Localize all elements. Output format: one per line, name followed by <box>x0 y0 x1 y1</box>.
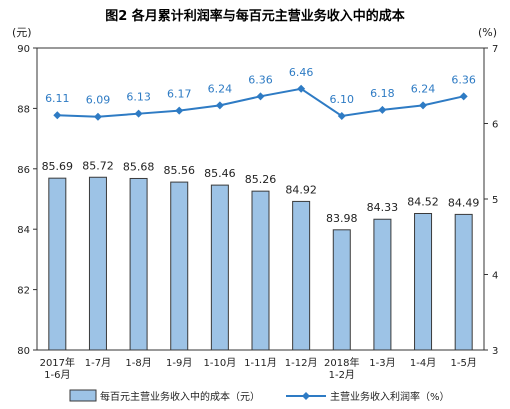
bar <box>88 176 107 351</box>
left-axis-tick-label: 80 <box>17 346 30 357</box>
bar <box>332 229 351 351</box>
left-axis-tick-label: 88 <box>17 104 30 115</box>
x-axis-tick-label: 1-11月 <box>244 357 277 369</box>
x-axis-tick-label: 1-3月 <box>369 357 395 369</box>
x-axis-tick-label: 1-7月 <box>85 357 111 369</box>
line-point <box>378 105 387 114</box>
line-value-label: 6.18 <box>370 87 395 100</box>
bar <box>373 218 392 351</box>
bar-value-label: 85.68 <box>123 160 155 173</box>
x-axis-tick-label: 1-5月 <box>451 357 477 369</box>
x-axis-tick-label: 1-4月 <box>410 357 436 369</box>
line-value-label: 6.11 <box>45 92 70 105</box>
line-point <box>93 112 102 121</box>
line-value-label: 6.10 <box>330 93 355 106</box>
bar <box>48 177 67 351</box>
x-axis-tick-label: 1-2月 <box>329 369 355 381</box>
bar <box>129 177 148 351</box>
legend-line-label: 主营业务收入利润率（%） <box>330 390 450 403</box>
line-point <box>53 111 62 120</box>
line-point <box>134 109 143 118</box>
left-axis-tick-label: 86 <box>17 165 30 176</box>
line-value-label: 6.36 <box>248 73 273 86</box>
x-axis-tick-label: 1-12月 <box>285 357 318 369</box>
bar-value-label: 84.92 <box>285 183 317 196</box>
right-axis-tick-label: 3 <box>492 346 498 357</box>
line-value-label: 6.24 <box>411 82 436 95</box>
line-value-label: 6.46 <box>289 66 314 79</box>
bar <box>251 190 270 351</box>
legend-line-marker <box>302 392 310 400</box>
line-point <box>459 92 468 101</box>
line-point <box>337 111 346 120</box>
right-axis-tick-label: 6 <box>492 120 498 131</box>
bar-value-label: 85.46 <box>204 167 236 180</box>
bar <box>292 200 311 351</box>
bar <box>170 181 189 351</box>
chart-title: 图2 各月累计利润率与每百元主营业务收入中的成本 <box>105 8 405 24</box>
line-point <box>297 84 306 93</box>
bar <box>210 184 229 351</box>
legend-bar-label: 每百元主营业务收入中的成本（元） <box>100 390 260 403</box>
left-axis-tick-label: 84 <box>17 225 30 236</box>
line-value-label: 6.36 <box>451 73 476 86</box>
left-axis-tick-label: 90 <box>17 44 30 55</box>
right-axis-unit: (%) <box>478 26 497 39</box>
line-value-label: 6.09 <box>86 94 111 107</box>
x-axis-tick-label: 1-9月 <box>166 357 192 369</box>
bar-value-label: 83.98 <box>326 212 358 225</box>
bar-value-label: 84.33 <box>367 201 399 214</box>
line-value-label: 6.13 <box>126 91 151 104</box>
line-point <box>256 92 265 101</box>
bar-value-label: 85.26 <box>245 173 277 186</box>
x-axis-tick-label: 1-8月 <box>125 357 151 369</box>
bar-value-label: 85.56 <box>163 164 195 177</box>
right-axis-tick-label: 4 <box>492 271 498 282</box>
bar-value-label: 85.72 <box>82 159 114 172</box>
bar-value-label: 84.52 <box>407 195 439 208</box>
x-axis-tick-label: 1-6月 <box>44 369 70 381</box>
chart-legend: 每百元主营业务收入中的成本（元） 主营业务收入利润率（%） <box>69 389 450 403</box>
x-axis-tick-label: 2018年 <box>324 356 359 369</box>
bar <box>414 212 433 351</box>
line-value-label: 6.17 <box>167 88 192 101</box>
right-axis-tick-label: 5 <box>492 195 498 206</box>
bar <box>454 213 473 351</box>
line-value-label: 6.24 <box>208 82 233 95</box>
line-point <box>175 106 184 115</box>
right-axis-tick-label: 7 <box>492 44 498 55</box>
line-point <box>215 101 224 110</box>
legend-bar-swatch <box>69 389 97 402</box>
left-axis-unit: (元) <box>12 26 32 39</box>
x-axis-tick-label: 2017年 <box>40 356 75 369</box>
x-axis-tick-label: 1-10月 <box>204 357 237 369</box>
line-point <box>419 101 428 110</box>
bar-value-label: 84.49 <box>448 196 480 209</box>
bar-value-label: 85.69 <box>42 160 74 173</box>
left-axis-tick-label: 82 <box>17 286 30 297</box>
